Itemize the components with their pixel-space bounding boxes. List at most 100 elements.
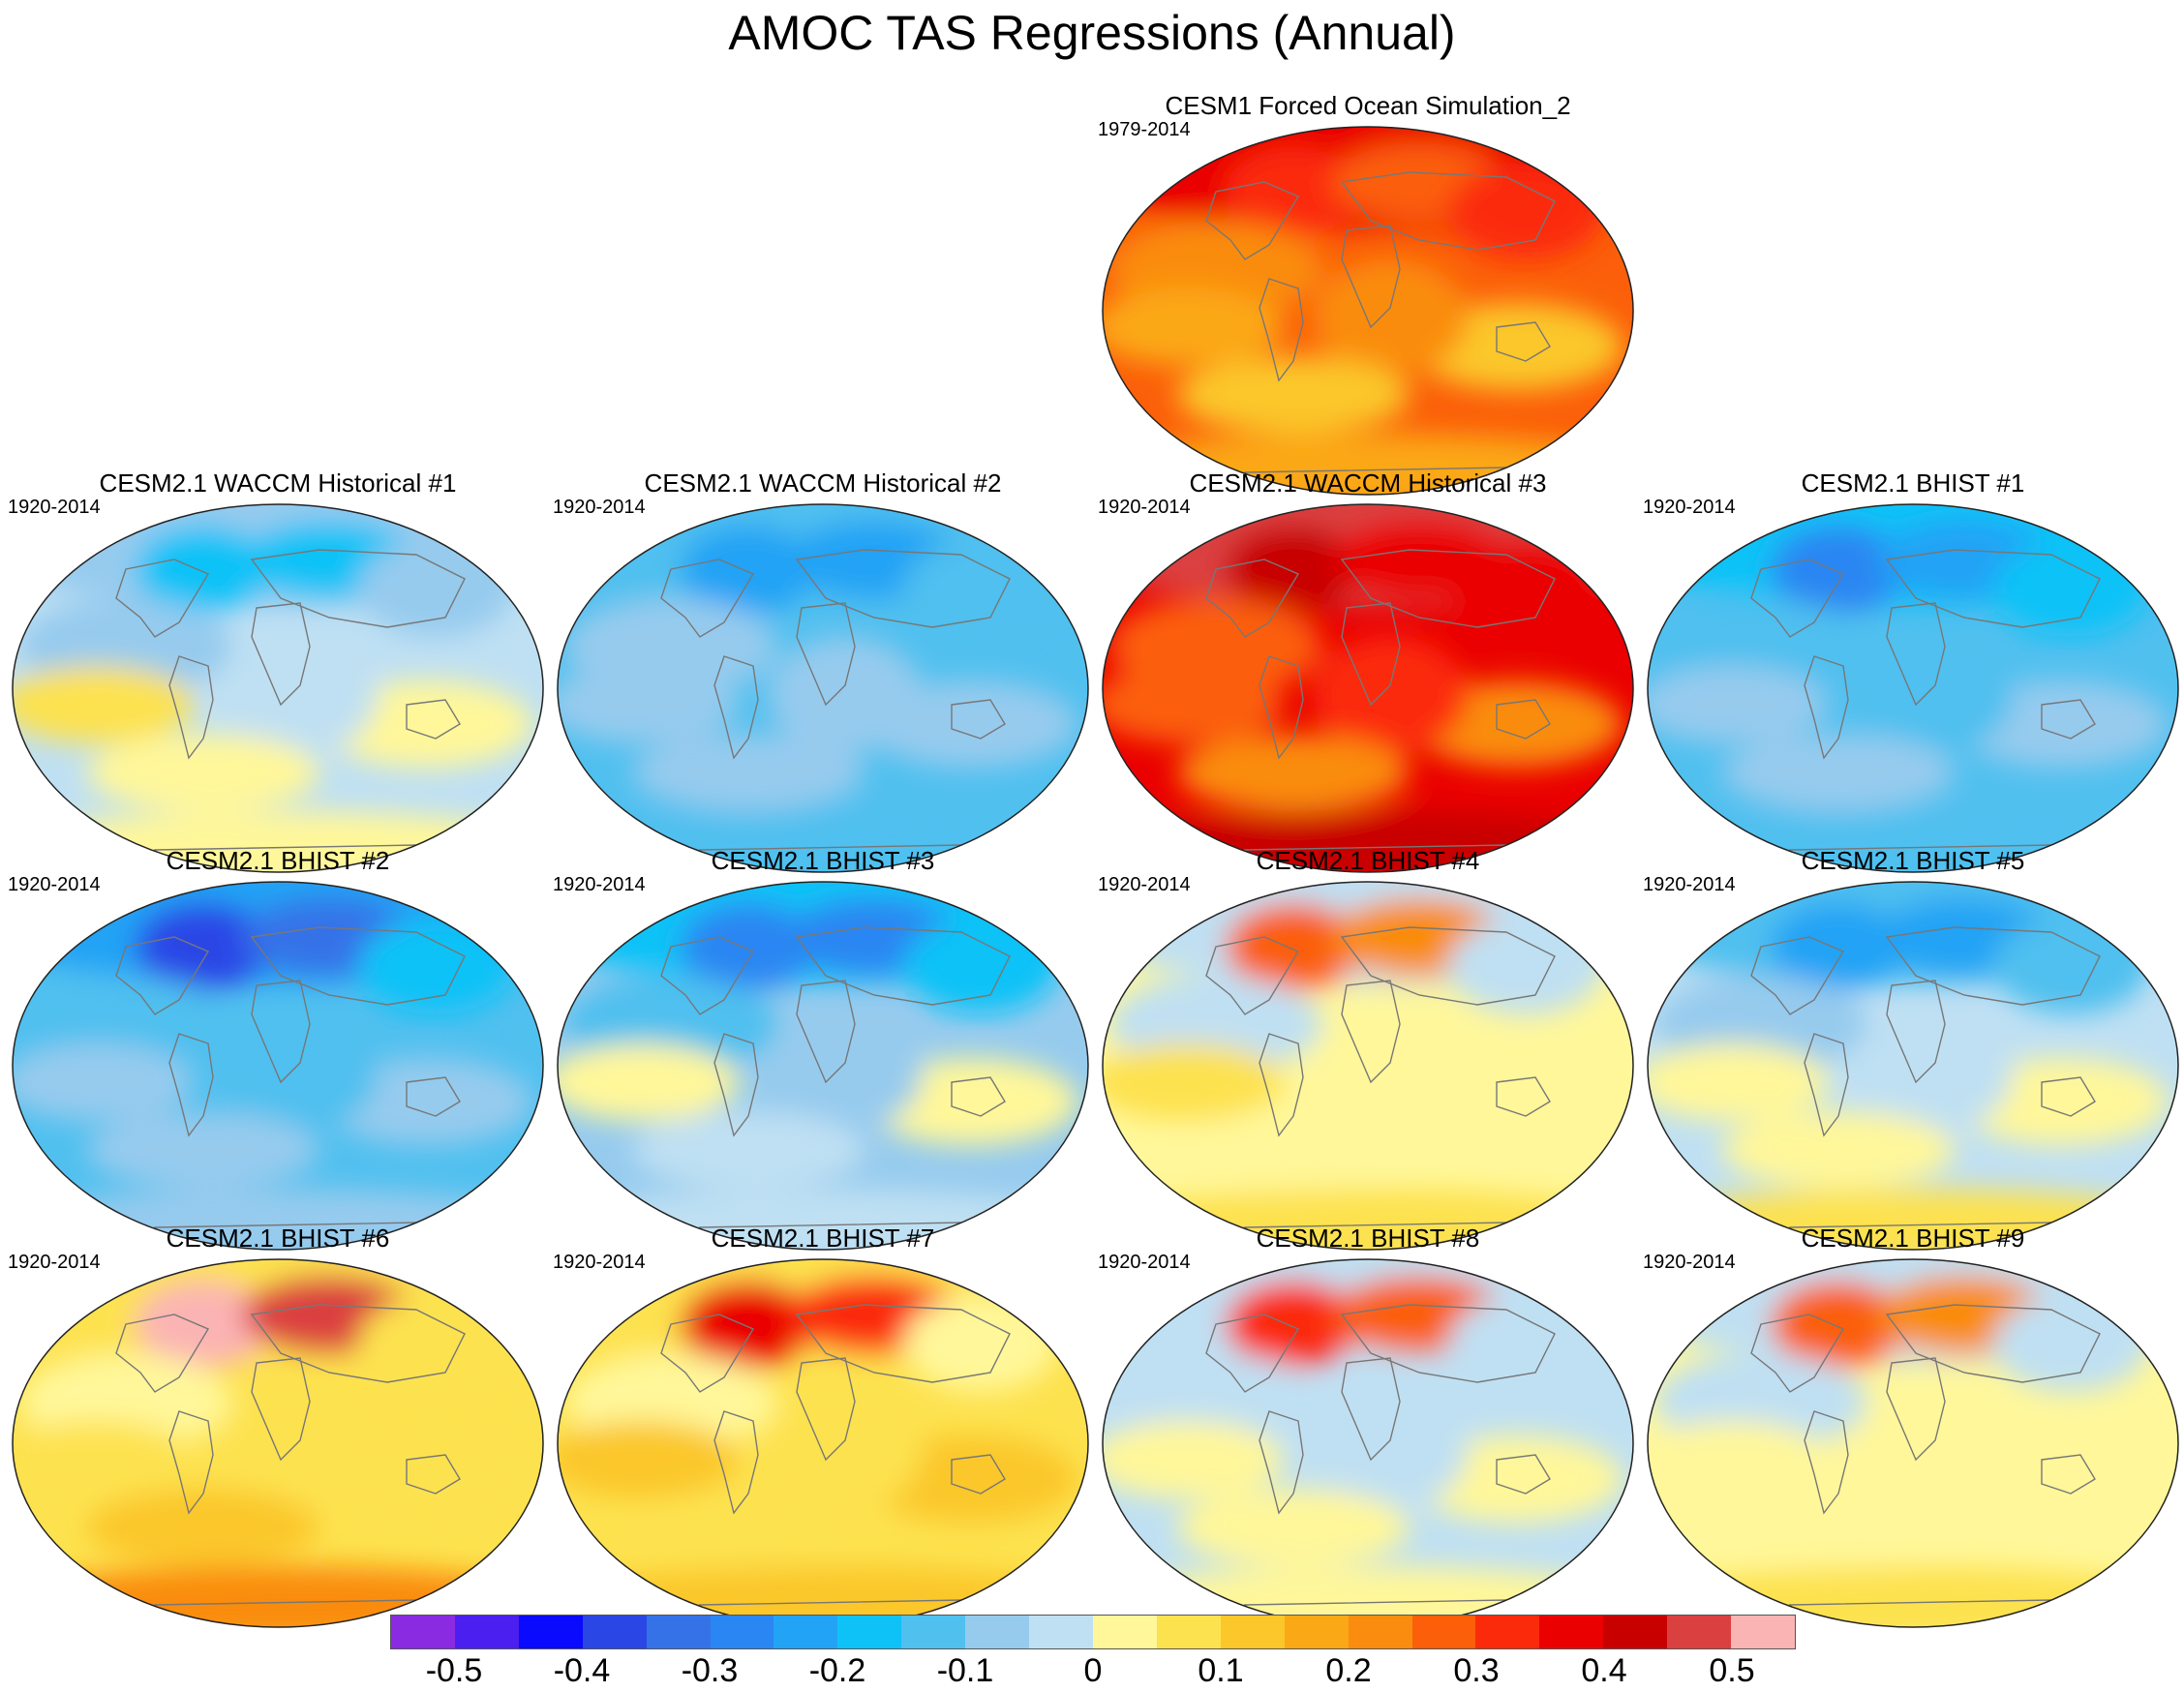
coastline: [1259, 1410, 1304, 1515]
coastline: [1886, 980, 1946, 1084]
colorbar-swatch: [1411, 1616, 1476, 1648]
coastline: [951, 1076, 1006, 1117]
anomaly-region: [136, 903, 271, 990]
anomaly-region: [1858, 1392, 2013, 1508]
coastline: [795, 926, 1011, 1006]
anomaly-region: [1448, 918, 1603, 1014]
anomaly-region: [1313, 1014, 1468, 1131]
figure-title: AMOC TAS Regressions (Annual): [728, 6, 1456, 60]
anomaly-region: [1448, 1295, 1603, 1392]
anomaly-region: [1313, 259, 1468, 376]
anomaly-region: [1722, 1111, 1955, 1189]
colorbar-swatch: [1348, 1616, 1412, 1648]
colorbar-tick-label: -0.3: [681, 1652, 739, 1689]
panel-title: CESM2.1 WACCM Historical #3: [1189, 468, 1547, 498]
colorbar-swatch: [1731, 1616, 1795, 1648]
coastline: [115, 1314, 210, 1393]
map-border: [12, 1258, 544, 1628]
panel-title: CESM2.1 BHIST #2: [166, 846, 390, 875]
anomaly-region: [768, 1392, 923, 1508]
coastline: [796, 602, 856, 707]
anomaly-region: [1226, 526, 1361, 613]
coastline: [1340, 926, 1556, 1006]
regression-map: [1102, 503, 1634, 873]
regression-map: [557, 503, 1089, 873]
coastline: [2041, 1076, 2096, 1117]
panel-period: 1920-2014: [1098, 497, 1191, 518]
regression-map: [1647, 503, 2179, 873]
colorbar-tick-label: -0.4: [553, 1652, 611, 1689]
anomaly-region: [87, 1111, 319, 1189]
coastline: [1885, 549, 2101, 628]
anomaly-region: [681, 903, 816, 990]
anomaly-region: [136, 1281, 271, 1368]
colorbar-tick-label: -0.1: [936, 1652, 994, 1689]
coastline: [1341, 602, 1401, 707]
coastline: [1341, 225, 1401, 329]
panel-period: 1920-2014: [8, 874, 101, 895]
anomaly-region: [1993, 918, 2148, 1014]
coastline: [1259, 278, 1304, 382]
panel-period: 1920-2014: [553, 874, 646, 895]
coastline: [1496, 699, 1551, 740]
anomaly-region: [1858, 637, 2013, 753]
colorbar-swatch: [901, 1616, 966, 1648]
anomaly-region: [13, 1421, 194, 1498]
regression-map: [1647, 1258, 2179, 1628]
coastline: [1804, 1410, 1849, 1515]
coastline: [250, 926, 466, 1006]
coastline: [115, 936, 210, 1015]
panel-period: 1920-2014: [1643, 874, 1736, 895]
coastline: [951, 1454, 1006, 1495]
panel-title: CESM2.1 BHIST #4: [1256, 846, 1480, 875]
anomaly-region: [768, 1014, 923, 1131]
panel-period: 1920-2014: [553, 1252, 646, 1273]
coastline: [1205, 181, 1300, 260]
map-border: [1647, 503, 2179, 873]
colorbar-swatch: [1284, 1616, 1349, 1648]
coastline: [660, 559, 755, 638]
coastline: [1886, 1357, 1946, 1462]
colorbar-tick-label: 0.5: [1709, 1652, 1755, 1689]
anomaly-region: [1722, 1489, 1955, 1566]
anomaly-region: [558, 1421, 739, 1498]
panel-period: 1920-2014: [553, 497, 646, 518]
coastline: [1750, 559, 1845, 638]
map-border: [1102, 881, 1634, 1251]
map-border: [1647, 881, 2179, 1251]
anomaly-region: [903, 1295, 1058, 1392]
anomaly-region: [1448, 163, 1603, 259]
coastline: [1341, 980, 1401, 1084]
panel-title: CESM2.1 BHIST #1: [1801, 468, 2025, 498]
coastline: [406, 1076, 461, 1117]
anomaly-region: [1993, 540, 2148, 637]
anomaly-region: [1226, 148, 1361, 235]
coastline: [1205, 559, 1300, 638]
anomaly-region: [223, 1392, 378, 1508]
coastline: [406, 1454, 461, 1495]
coastline: [1205, 936, 1300, 1015]
anomaly-region: [1648, 1421, 1829, 1498]
anomaly-region: [1103, 288, 1284, 366]
coastline: [1496, 1076, 1551, 1117]
regression-map: [12, 503, 544, 873]
regression-map: [1647, 881, 2179, 1251]
anomaly-region: [1103, 1043, 1284, 1121]
anomaly-region: [558, 1043, 739, 1121]
colorbar-swatch: [518, 1616, 583, 1648]
anomaly-region: [632, 1489, 864, 1566]
colorbar-tick-label: 0.2: [1325, 1652, 1372, 1689]
coastline: [1340, 549, 1556, 628]
panel-title: CESM2.1 BHIST #8: [1256, 1224, 1480, 1253]
colorbar-swatch: [837, 1616, 902, 1648]
anomaly-region: [1771, 526, 1906, 613]
anomaly-region: [1858, 1014, 2013, 1131]
coastline: [406, 699, 461, 740]
coastline: [1205, 1314, 1300, 1393]
colorbar-swatch: [1156, 1616, 1221, 1648]
anomaly-region: [1993, 1295, 2148, 1392]
colorbar: [390, 1615, 1796, 1649]
coastline: [251, 1357, 311, 1462]
panel-title: CESM2.1 BHIST #6: [166, 1224, 390, 1253]
anomaly-region: [223, 1014, 378, 1131]
